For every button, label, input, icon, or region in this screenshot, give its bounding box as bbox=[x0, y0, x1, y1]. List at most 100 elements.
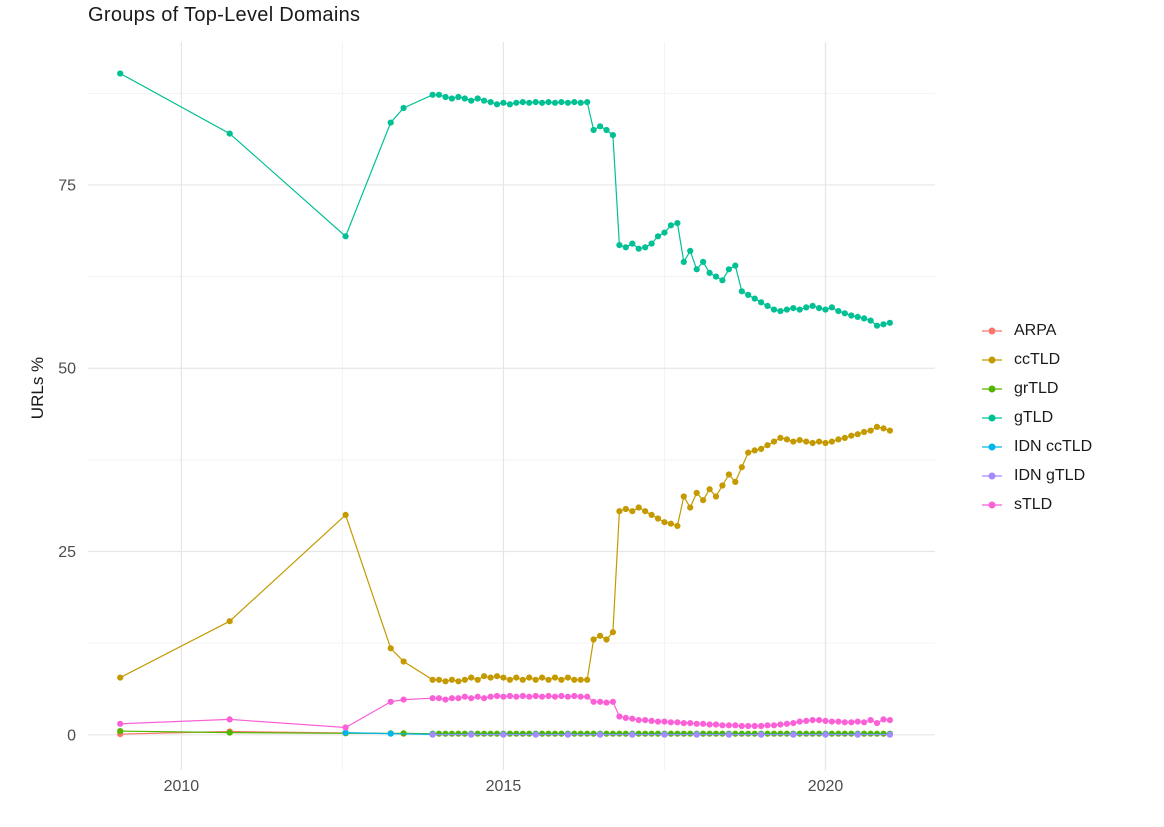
series-point-grtld bbox=[796, 730, 803, 737]
legend-label: IDN gTLD bbox=[1014, 466, 1086, 484]
series-point-cctld bbox=[519, 676, 526, 683]
series-point-stld bbox=[429, 695, 436, 702]
series-point-idn-gtld bbox=[854, 731, 861, 738]
series-point-grtld bbox=[867, 730, 874, 737]
series-point-cctld bbox=[468, 674, 475, 681]
series-point-cctld bbox=[545, 676, 552, 683]
series-point-cctld bbox=[506, 676, 513, 683]
series-point-gtld bbox=[342, 233, 349, 240]
series-point-cctld bbox=[635, 504, 642, 511]
series-point-stld bbox=[758, 722, 765, 730]
series-point-stld bbox=[400, 696, 407, 703]
series-point-gtld bbox=[745, 291, 752, 298]
series-point-grtld bbox=[680, 730, 687, 737]
series-point-stld bbox=[848, 719, 855, 726]
series-point-idn-gtld bbox=[532, 731, 539, 738]
x-tick-label: 2020 bbox=[808, 778, 844, 795]
series-point-grtld bbox=[551, 730, 559, 737]
series-point-idn-gtld bbox=[822, 731, 829, 738]
series-point-stld bbox=[712, 721, 720, 728]
series-point-cctld bbox=[835, 436, 842, 443]
legend-key-stld-icon bbox=[978, 498, 1006, 512]
series-point-cctld bbox=[435, 676, 443, 683]
series-point-cctld bbox=[848, 432, 855, 439]
series-point-stld bbox=[506, 692, 513, 700]
series-point-cctld bbox=[500, 674, 507, 681]
series-point-cctld bbox=[745, 449, 752, 456]
series-point-cctld bbox=[712, 493, 720, 500]
series-point-gtld bbox=[835, 308, 842, 315]
legend-key-gtld-icon bbox=[978, 411, 1006, 425]
series-point-grtld bbox=[654, 730, 662, 737]
series-point-gtld bbox=[461, 95, 468, 102]
series-point-gtld bbox=[609, 132, 617, 139]
x-tick-label: 2010 bbox=[164, 778, 200, 795]
series-point-stld bbox=[809, 717, 816, 724]
series-point-stld bbox=[226, 716, 233, 723]
series-point-gtld bbox=[693, 266, 700, 273]
series-point-gtld bbox=[667, 222, 675, 229]
series-point-stld bbox=[545, 692, 552, 700]
series-point-stld bbox=[841, 719, 848, 726]
series-point-cctld bbox=[474, 676, 481, 683]
series-point-grtld bbox=[642, 730, 649, 737]
series-point-cctld bbox=[841, 434, 848, 441]
series-point-cctld bbox=[738, 464, 745, 471]
series-point-gtld bbox=[809, 302, 816, 309]
legend-key-cctld-icon bbox=[978, 353, 1006, 367]
series-point-stld bbox=[719, 722, 726, 729]
series-point-grtld bbox=[461, 730, 468, 737]
legend-item-gtld: gTLD bbox=[978, 403, 1092, 432]
series-point-stld bbox=[661, 718, 668, 725]
series-point-cctld bbox=[764, 442, 771, 449]
series-point-gtld bbox=[751, 295, 758, 302]
series-point-cctld bbox=[571, 676, 578, 683]
series-point-gtld bbox=[635, 245, 642, 252]
series-point-cctld bbox=[758, 445, 765, 452]
series-point-grtld bbox=[777, 730, 784, 737]
series-point-grtld bbox=[455, 730, 462, 737]
series-point-grtld bbox=[861, 730, 868, 737]
series-point-cctld bbox=[387, 645, 394, 652]
series-point-gtld bbox=[468, 97, 475, 104]
series-point-cctld bbox=[886, 427, 894, 434]
series-point-stld bbox=[790, 720, 797, 727]
series-point-grtld bbox=[809, 730, 816, 737]
series-point-cctld bbox=[873, 423, 881, 430]
series-point-grtld bbox=[442, 730, 449, 737]
legend-label: grTLD bbox=[1014, 379, 1059, 397]
series-point-gtld bbox=[758, 299, 765, 306]
series-point-grtld bbox=[571, 730, 578, 737]
series-point-gtld bbox=[680, 258, 687, 265]
series-point-grtld bbox=[487, 730, 494, 737]
series-point-cctld bbox=[481, 673, 488, 680]
series-point-grtld bbox=[539, 730, 546, 737]
series-point-gtld bbox=[597, 123, 604, 130]
series-point-gtld bbox=[783, 306, 791, 313]
series-point-cctld bbox=[648, 511, 655, 518]
series-point-stld bbox=[642, 717, 649, 724]
series-point-grtld bbox=[738, 730, 745, 737]
series-point-cctld bbox=[442, 678, 449, 685]
series-point-cctld bbox=[342, 511, 349, 518]
series-point-gtld bbox=[770, 306, 778, 313]
series-point-grtld bbox=[506, 730, 513, 737]
series-point-grtld bbox=[667, 730, 675, 737]
series-point-gtld bbox=[700, 258, 707, 265]
series-point-stld bbox=[796, 718, 803, 725]
series-point-stld bbox=[558, 692, 565, 700]
series-point-stld bbox=[629, 715, 636, 722]
series-point-cctld bbox=[674, 522, 681, 530]
series-point-grtld bbox=[841, 730, 848, 737]
series-point-cctld bbox=[828, 438, 836, 445]
series-point-grtld bbox=[616, 730, 623, 737]
series-point-idn-gtld bbox=[790, 731, 797, 738]
series-point-cctld bbox=[532, 676, 539, 683]
series-point-stld bbox=[667, 719, 675, 726]
series-point-cctld bbox=[642, 508, 649, 515]
y-tick-label: 25 bbox=[58, 544, 76, 561]
series-point-grtld bbox=[873, 730, 881, 737]
series-point-gtld bbox=[493, 101, 501, 108]
series-point-cctld bbox=[493, 673, 501, 680]
